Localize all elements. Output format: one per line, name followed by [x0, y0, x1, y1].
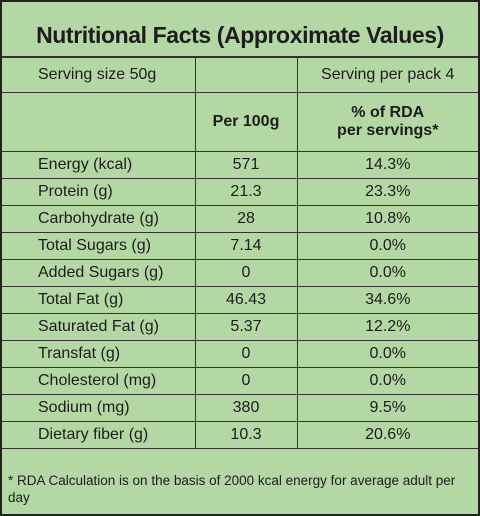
nutrient-row: Transfat (g) 0 0.0% — [2, 340, 478, 368]
serving-size: Serving size 50g — [2, 57, 196, 93]
nutrient-row: Cholesterol (mg) 0 0.0% — [2, 367, 478, 395]
per-100g-value: 0 — [194, 367, 298, 395]
serving-per-pack: Serving per pack 4 — [296, 57, 478, 93]
per-100g-value: 28 — [194, 205, 298, 233]
nutrient-row: Protein (g) 21.3 23.3% — [2, 178, 478, 206]
per-100g-value: 7.14 — [194, 232, 298, 260]
nutrient-label: Protein (g) — [2, 178, 196, 206]
nutrient-row: Carbohydrate (g) 28 10.8% — [2, 205, 478, 233]
header-line: % of RDA — [351, 104, 425, 121]
header-row: Per 100g % of RDA per servings* — [2, 92, 478, 152]
rda-value: 12.2% — [296, 313, 478, 341]
rda-value: 34.6% — [296, 286, 478, 314]
nutrient-row: Total Fat (g) 46.43 34.6% — [2, 286, 478, 314]
header-line: per servings* — [337, 122, 439, 139]
nutrition-table: Serving size 50g Serving per pack 4 Per … — [2, 57, 478, 449]
rda-value: 0.0% — [296, 367, 478, 395]
rda-value: 23.3% — [296, 178, 478, 206]
rda-value: 0.0% — [296, 340, 478, 368]
nutrient-row: Saturated Fat (g) 5.37 12.2% — [2, 313, 478, 341]
rda-value: 0.0% — [296, 232, 478, 260]
nutrient-label: Saturated Fat (g) — [2, 313, 196, 341]
per-100g-value: 21.3 — [194, 178, 298, 206]
column-header: Per 100g — [194, 92, 298, 152]
empty-cell — [2, 92, 196, 152]
per-100g-value: 380 — [194, 394, 298, 422]
nutrient-row: Added Sugars (g) 0 0.0% — [2, 259, 478, 287]
nutrient-label: Total Sugars (g) — [2, 232, 196, 260]
nutrient-label: Carbohydrate (g) — [2, 205, 196, 233]
nutrient-label: Added Sugars (g) — [2, 259, 196, 287]
per-100g-value: 0 — [194, 340, 298, 368]
nutrient-row: Total Sugars (g) 7.14 0.0% — [2, 232, 478, 260]
nutrient-row: Dietary fiber (g) 10.3 20.6% — [2, 421, 478, 449]
serving-row: Serving size 50g Serving per pack 4 — [2, 57, 478, 93]
column-header: % of RDA per servings* — [296, 92, 478, 152]
nutrient-label: Cholesterol (mg) — [2, 367, 196, 395]
table-body: Serving size 50g Serving per pack 4 Per … — [2, 57, 478, 449]
nutrient-label: Sodium (mg) — [2, 394, 196, 422]
nutrient-row: Energy (kcal) 571 14.3% — [2, 151, 478, 179]
empty-cell — [194, 57, 298, 93]
rda-value: 9.5% — [296, 394, 478, 422]
rda-value: 10.8% — [296, 205, 478, 233]
nutrient-label: Dietary fiber (g) — [2, 421, 196, 449]
per-100g-value: 0 — [194, 259, 298, 287]
rda-value: 0.0% — [296, 259, 478, 287]
per-100g-value: 10.3 — [194, 421, 298, 449]
per-100g-value: 46.43 — [194, 286, 298, 314]
title: Nutritional Facts (Approximate Values) — [2, 2, 478, 57]
per-100g-value: 5.37 — [194, 313, 298, 341]
nutrient-label: Energy (kcal) — [2, 151, 196, 179]
rda-value: 20.6% — [296, 421, 478, 449]
nutrient-label: Total Fat (g) — [2, 286, 196, 314]
nutrient-row: Sodium (mg) 380 9.5% — [2, 394, 478, 422]
rda-value: 14.3% — [296, 151, 478, 179]
per-100g-value: 571 — [194, 151, 298, 179]
nutrient-label: Transfat (g) — [2, 340, 196, 368]
footnote: * RDA Calculation is on the basis of 200… — [8, 473, 456, 505]
